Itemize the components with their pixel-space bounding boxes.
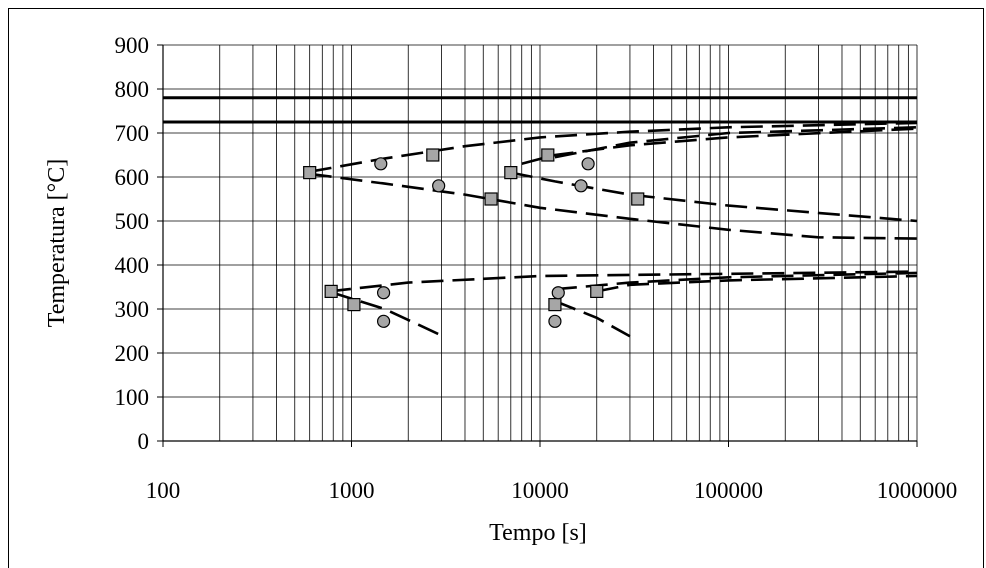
square-marker <box>303 166 317 180</box>
y-tick-label: 100 <box>115 385 150 410</box>
dashed-curve <box>521 127 918 166</box>
dashed-curve <box>510 171 918 223</box>
square-marker <box>631 192 645 206</box>
y-tick-label: 200 <box>115 341 150 366</box>
square-marker <box>426 148 440 162</box>
circle-marker <box>581 157 595 171</box>
x-tick-label: 1000000 <box>877 478 958 503</box>
dashed-curve <box>309 172 918 240</box>
circle-marker <box>376 314 391 328</box>
dashed-curve <box>554 299 631 338</box>
circle-marker <box>548 314 562 328</box>
grid <box>157 44 918 447</box>
dashed-curve <box>328 270 918 293</box>
x-tick-label: 1000 <box>329 478 375 503</box>
y-tick-label: 700 <box>115 121 150 146</box>
dashed-curves <box>309 121 918 338</box>
markers <box>303 148 645 328</box>
x-tick-label: 100000 <box>694 478 763 503</box>
y-tick-label: 900 <box>115 33 150 58</box>
square-marker <box>548 298 562 312</box>
x-axis-title: Tempo [s] <box>489 520 587 546</box>
square-marker <box>541 148 555 162</box>
square-marker <box>504 166 518 180</box>
x-tick-label: 10000 <box>511 478 569 503</box>
circle-marker <box>574 179 588 193</box>
square-marker <box>484 192 498 206</box>
circle-marker <box>551 286 565 300</box>
circle-marker <box>374 157 388 171</box>
dashed-curve <box>330 291 442 337</box>
circle-marker <box>376 286 391 300</box>
reference-lines <box>163 96 917 124</box>
y-tick-label: 400 <box>115 253 150 278</box>
y-tick-label: 600 <box>115 165 150 190</box>
x-tick-label: 100 <box>146 478 181 503</box>
y-tick-label: 500 <box>115 209 150 234</box>
square-marker <box>324 284 338 298</box>
square-marker <box>590 284 604 298</box>
y-tick-label: 300 <box>115 297 150 322</box>
square-marker <box>347 298 361 312</box>
dashed-curve <box>596 274 918 293</box>
circle-marker <box>432 179 446 193</box>
y-axis-title: Temperatura [°C] <box>44 159 70 328</box>
tick-labels: 0 100 200 300 400 500 600 700 800 900 100 1000 10000… <box>115 33 958 503</box>
y-tick-label: 800 <box>115 77 150 102</box>
chart-frame <box>8 8 984 568</box>
dashed-curve <box>554 126 918 159</box>
y-tick-label: 0 <box>138 429 150 454</box>
